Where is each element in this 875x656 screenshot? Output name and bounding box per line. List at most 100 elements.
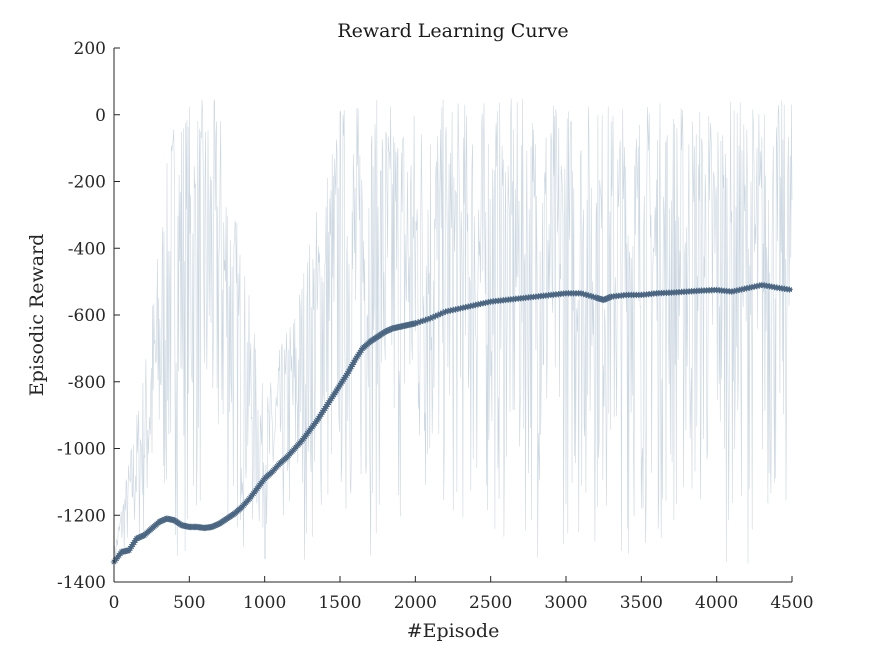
smoothed-point-marker — [343, 372, 350, 379]
smoothed-point-marker — [336, 381, 344, 389]
smoothed-point-marker — [334, 385, 341, 393]
smoothed-point-marker — [474, 301, 482, 308]
smoothed-point-marker — [743, 285, 750, 292]
smoothed-point-marker — [209, 523, 217, 530]
smoothed-point-marker — [417, 318, 424, 325]
smoothed-point-marker — [161, 516, 168, 523]
smoothed-point-marker — [213, 521, 221, 528]
smoothed-point-marker — [130, 539, 138, 546]
tick-labels: 0 500 1000 1500 2000 2500 3000 3500 4000 4500-140… — [57, 39, 814, 613]
smoothed-point-marker — [587, 292, 595, 300]
smoothed-point-marker — [135, 534, 143, 541]
smoothed-point-marker — [157, 518, 164, 525]
smoothed-point-marker — [215, 520, 222, 528]
y-tick-label: 200 — [74, 39, 106, 59]
smoothed-point-marker — [600, 296, 607, 304]
smoothed-point-marker — [582, 291, 590, 298]
smoothed-point-marker — [604, 295, 611, 302]
smoothed-point-marker — [326, 397, 334, 404]
smoothed-point-marker — [454, 305, 462, 313]
smoothed-point-marker — [339, 377, 346, 385]
smoothed-point-marker — [422, 316, 429, 324]
smoothed-point-marker — [350, 359, 358, 366]
smoothed-point-marker — [129, 541, 137, 548]
smoothed-point-marker — [748, 283, 756, 291]
y-axis-title: Episodic Reward — [26, 234, 48, 397]
smoothed-point-marker — [383, 327, 390, 335]
smoothed-point-marker — [319, 409, 326, 416]
smoothed-point-marker — [354, 352, 361, 360]
smoothed-point-marker — [753, 282, 761, 290]
smoothed-point-marker — [602, 295, 610, 303]
smoothed-point-marker — [590, 293, 597, 301]
smoothed-point-marker — [447, 307, 454, 314]
x-tick-label: 500 — [173, 593, 205, 613]
x-tick-label: 4500 — [770, 593, 813, 613]
x-tick-label: 0 — [109, 593, 120, 613]
smoothed-point-marker — [333, 387, 340, 395]
smoothed-point-marker — [388, 325, 395, 333]
smoothed-point-marker — [746, 284, 753, 291]
y-tick-label: -1200 — [57, 506, 106, 526]
smoothed-point-marker — [315, 414, 322, 422]
smoothed-point-marker — [345, 367, 352, 375]
smoothed-point-marker — [125, 547, 133, 554]
smoothed-point-marker — [467, 302, 474, 310]
smoothed-point-marker — [346, 365, 354, 373]
smoothed-point-marker — [434, 311, 442, 319]
smoothed-point-marker — [601, 296, 609, 303]
chart-title: Reward Learning Curve — [337, 20, 568, 42]
smoothed-point-marker — [132, 537, 139, 544]
smoothed-point-marker — [414, 319, 422, 326]
smoothed-point-marker — [208, 523, 216, 531]
smoothed-point-marker — [484, 299, 492, 306]
smoothed-point-marker — [321, 405, 329, 412]
smoothed-point-marker — [317, 411, 325, 418]
smoothed-reward-series — [110, 281, 793, 566]
smoothed-point-marker — [728, 288, 735, 295]
smoothed-point-marker — [385, 326, 393, 334]
x-tick-label: 3000 — [544, 593, 587, 613]
smoothed-point-marker — [328, 395, 335, 402]
smoothed-point-marker — [353, 354, 360, 362]
smoothed-point-marker — [585, 292, 592, 299]
x-tick-label: 1000 — [243, 593, 286, 613]
smoothed-point-marker — [355, 351, 363, 358]
axes — [113, 47, 793, 583]
smoothed-point-marker — [351, 356, 359, 364]
smoothed-point-marker — [314, 416, 321, 424]
y-tick-label: -800 — [68, 373, 106, 393]
smoothed-point-marker — [731, 287, 738, 295]
y-tick-label: -400 — [68, 239, 106, 259]
smoothed-point-marker — [751, 283, 758, 290]
smoothed-point-marker — [605, 294, 612, 301]
smoothed-point-marker — [358, 347, 365, 354]
smoothed-point-marker — [134, 534, 142, 542]
y-tick-label: -1400 — [57, 573, 106, 593]
y-tick-label: -1000 — [57, 440, 106, 460]
smoothed-point-marker — [459, 304, 467, 311]
smoothed-point-marker — [320, 407, 327, 414]
smoothed-point-marker — [477, 300, 484, 308]
smoothed-point-marker — [452, 306, 459, 313]
smoothed-point-marker — [128, 543, 135, 550]
smoothed-point-marker — [427, 315, 434, 322]
smoothed-point-marker — [741, 285, 748, 293]
smoothed-point-marker — [138, 533, 145, 540]
smoothed-point-marker — [469, 302, 477, 309]
x-tick-label: 2500 — [469, 593, 512, 613]
smoothed-point-marker — [756, 282, 763, 289]
smoothed-point-marker — [577, 290, 585, 297]
smoothed-point-marker — [158, 517, 165, 525]
smoothed-point-marker — [316, 413, 324, 420]
smoothed-point-marker — [340, 376, 347, 383]
smoothed-point-marker — [325, 399, 332, 406]
smoothed-point-marker — [429, 314, 437, 321]
x-tick-label: 3500 — [620, 593, 663, 613]
smoothed-point-marker — [349, 361, 356, 368]
smoothed-point-marker — [356, 349, 364, 356]
smoothed-point-marker — [479, 300, 487, 307]
smoothed-point-marker — [382, 328, 389, 335]
smoothed-point-marker — [736, 286, 743, 294]
